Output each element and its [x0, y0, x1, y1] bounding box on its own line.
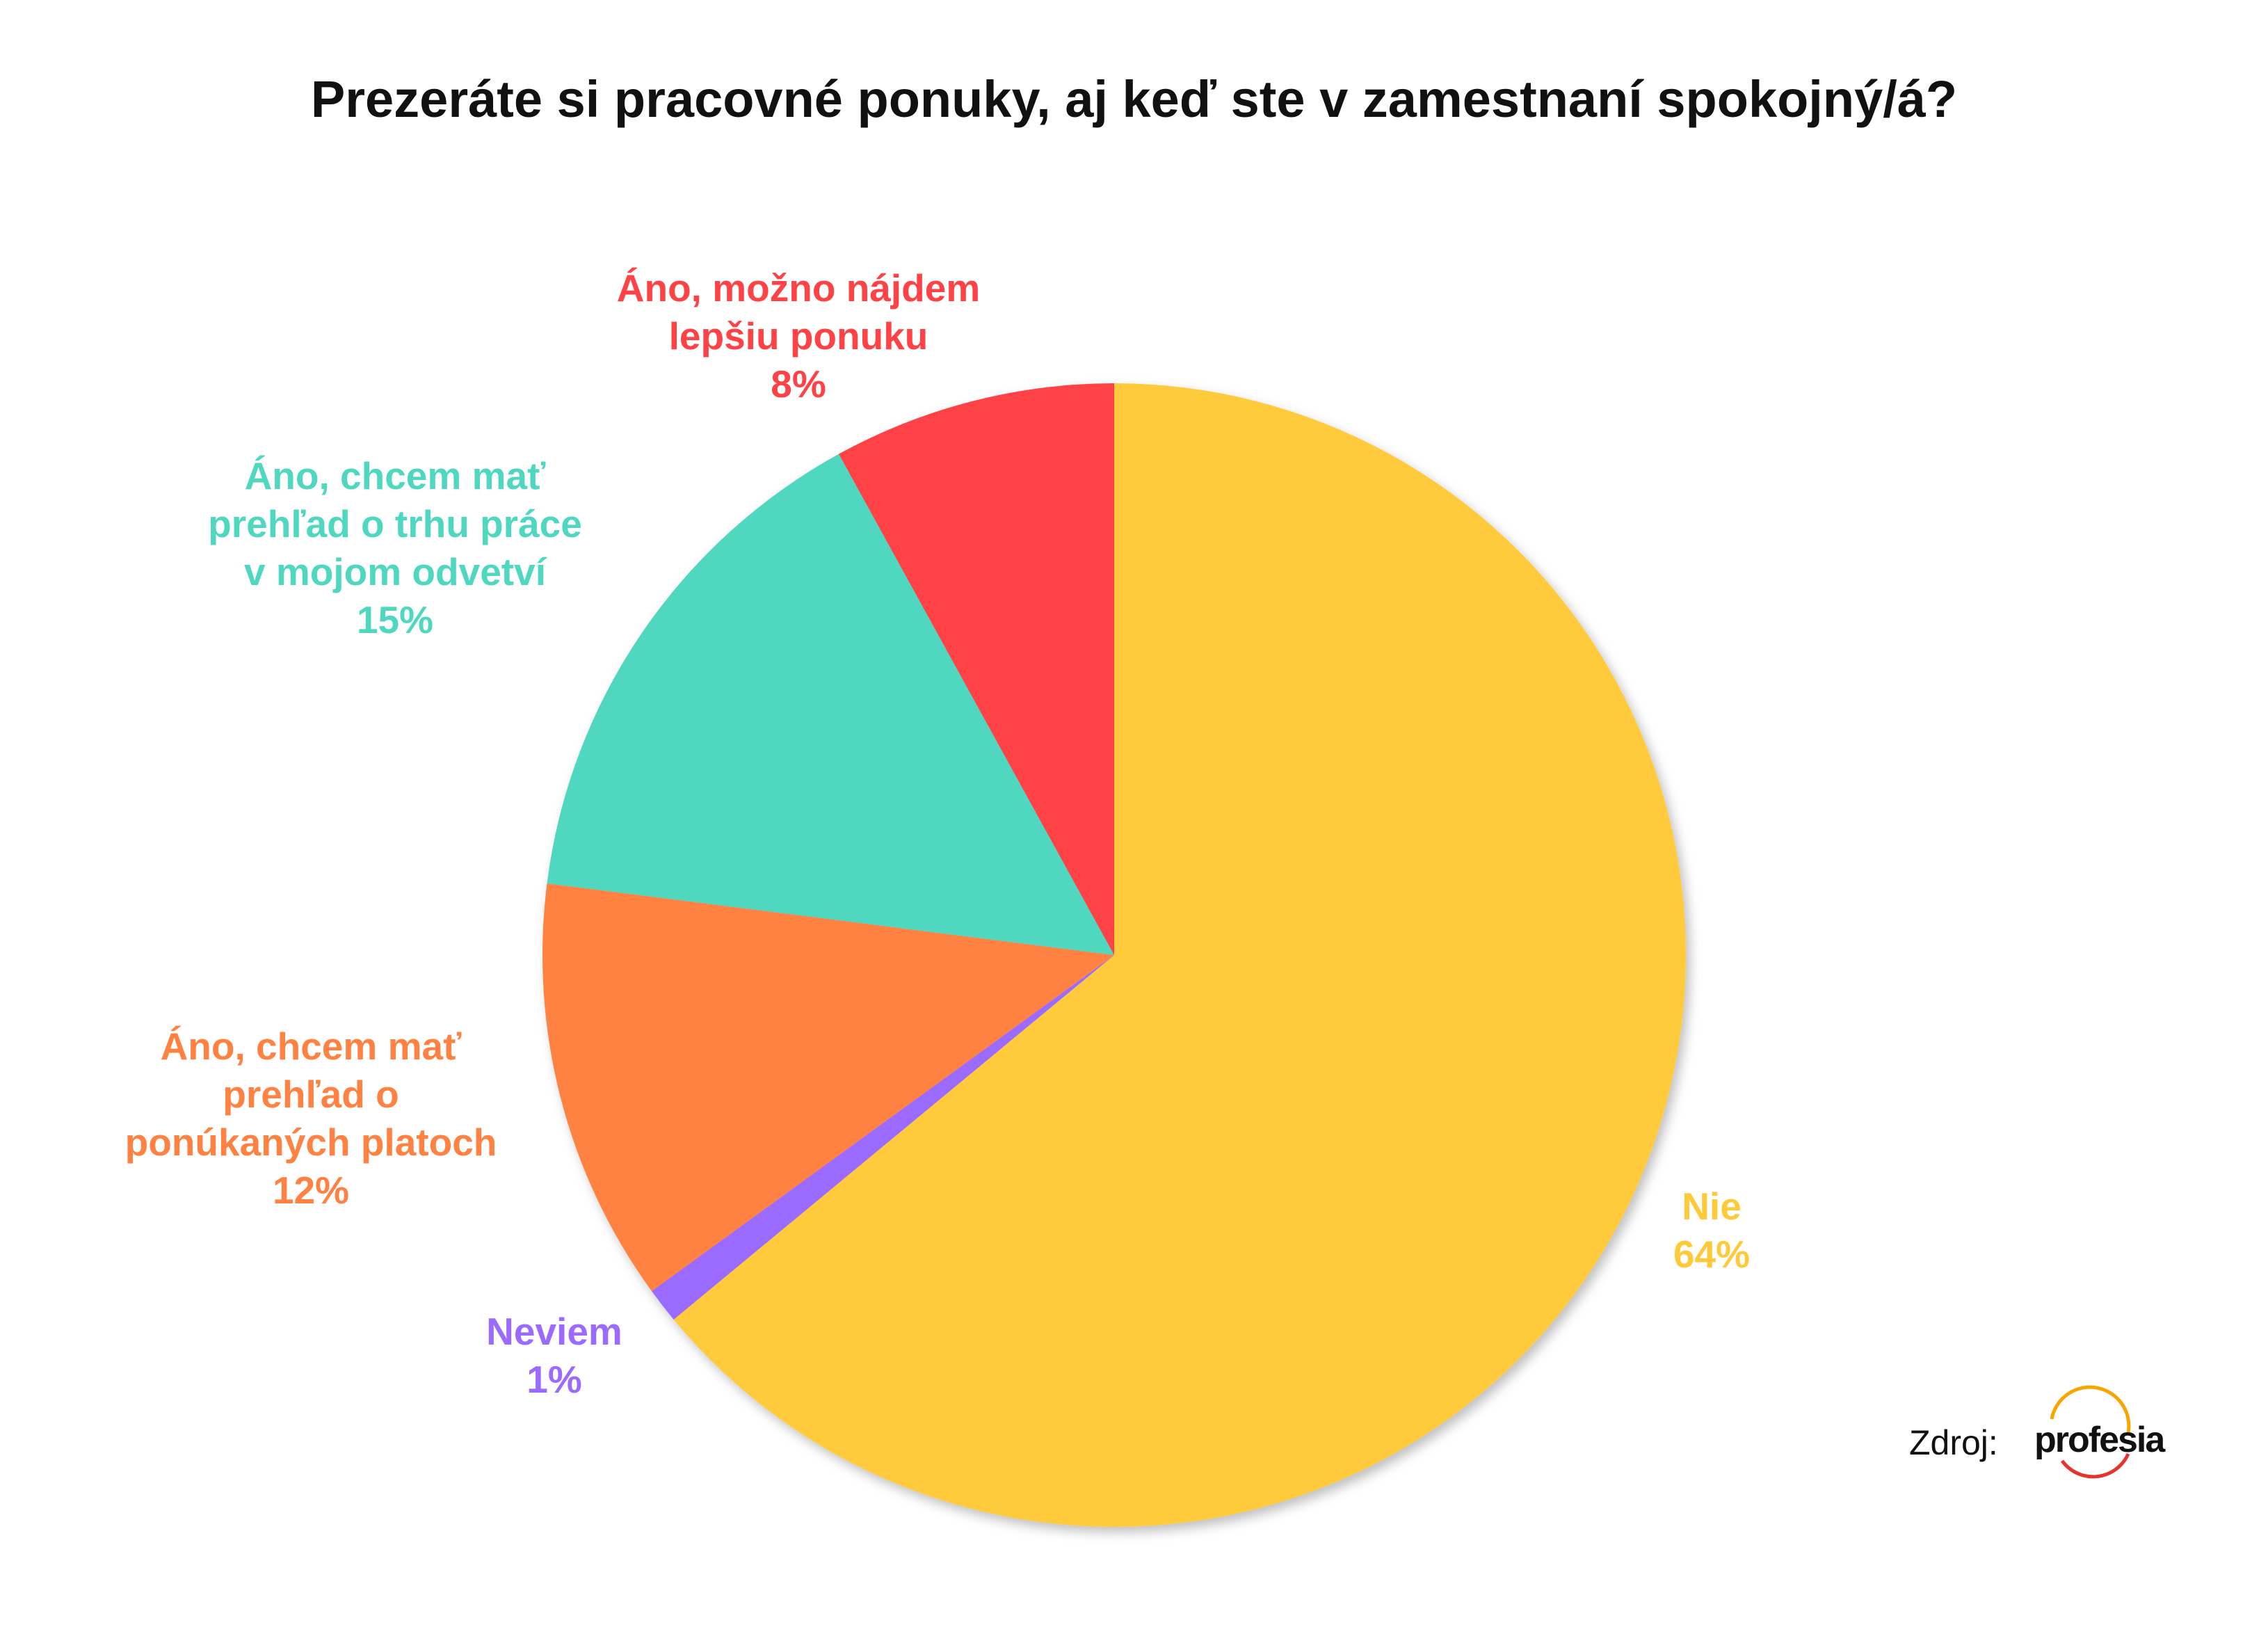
- logo-arc: [2050, 1385, 2131, 1434]
- category-label: Áno, chcem mať prehľad o trhu práce v mo…: [208, 454, 582, 593]
- pie: [542, 383, 1686, 1528]
- value-label: 12%: [272, 1169, 350, 1212]
- slice-label: Áno, chcem mať prehľad o trhu práce v mo…: [208, 452, 582, 644]
- value-label: 15%: [356, 598, 434, 641]
- value-label: 8%: [771, 362, 826, 406]
- category-label: Áno, možno nájdem lepšiu ponuku: [616, 266, 981, 358]
- slice-label: Áno, chcem mať prehľad o ponúkaných plat…: [125, 1023, 497, 1215]
- pie-slice: [547, 454, 1114, 955]
- value-label: 64%: [1673, 1233, 1751, 1276]
- category-label: Áno, chcem mať prehľad o ponúkaných plat…: [124, 1025, 497, 1164]
- pie-slice: [673, 383, 1686, 1528]
- logo: profesia: [2034, 1420, 2165, 1460]
- category-label: Neviem: [486, 1310, 622, 1353]
- pie-slice: [651, 955, 1114, 1320]
- chart-title: Prezeráte si pracovné ponuky, aj keď ste…: [310, 70, 1958, 128]
- pie-slice: [838, 383, 1114, 955]
- pie-slice: [542, 883, 1114, 1292]
- slice-label: Áno, možno nájdem lepšiu ponuku 8%: [617, 264, 981, 408]
- source: Zdroj:: [1909, 1423, 1998, 1462]
- slice-label: Nie 64%: [1673, 1183, 1750, 1279]
- slice-label: Neviem 1%: [486, 1308, 622, 1404]
- logo-arc: [2060, 1452, 2130, 1479]
- value-label: 1%: [526, 1358, 582, 1401]
- category-label: Nie: [1682, 1185, 1742, 1228]
